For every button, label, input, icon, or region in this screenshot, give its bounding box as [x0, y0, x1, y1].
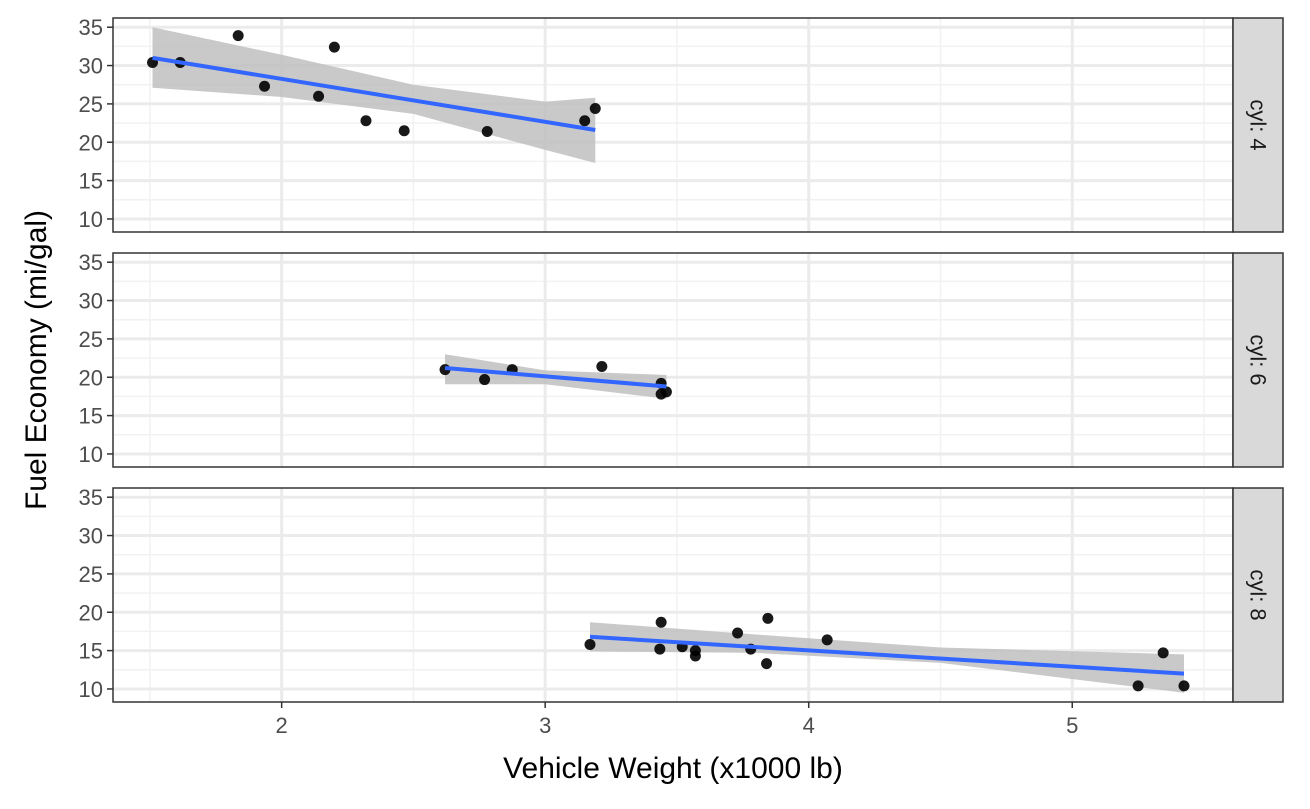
facet-panel-2: 10 15 20 25 30 35 cyl: 6: [79, 250, 1284, 468]
data-point: [596, 361, 608, 373]
facet-panel-3: 10 15 20 25 30 35 cyl: 8: [79, 485, 1284, 703]
facet-panel-1: 10 15 20 25 30 35 cyl: 4: [79, 15, 1284, 233]
y-tick-label: 25: [79, 562, 103, 587]
y-tick-label: 30: [79, 524, 103, 549]
y-tick-label: 10: [79, 442, 103, 467]
y-axis-title: Fuel Economy (mi/gal): [20, 209, 53, 511]
data-point: [259, 80, 271, 92]
data-point: [398, 125, 410, 137]
fit-line: [444, 366, 667, 389]
confidence-band: [590, 622, 1184, 693]
y-tick-label: 20: [79, 365, 103, 390]
y-tick-label: 30: [79, 54, 103, 79]
facet-strip: [1232, 252, 1284, 468]
x-tick-label: 2: [276, 713, 288, 738]
data-point: [660, 386, 672, 398]
y-tick-label: 15: [79, 639, 103, 664]
y-tick-label: 10: [79, 677, 103, 702]
y-tick-label: 10: [79, 207, 103, 232]
y-tick-label: 25: [79, 92, 103, 117]
data-point: [1157, 647, 1169, 659]
y-tick-label: 35: [79, 485, 103, 510]
x-tick-label: 3: [539, 713, 551, 738]
panel-background: [113, 18, 1233, 232]
y-tick-label: 35: [79, 250, 103, 275]
data-point: [584, 638, 596, 650]
x-axis-title: Vehicle Weight (x1000 lb): [503, 752, 843, 785]
data-point: [328, 41, 340, 53]
data-point: [232, 30, 244, 42]
fit-line: [589, 634, 1185, 676]
data-point: [761, 658, 773, 670]
facet-strip: [1232, 17, 1284, 233]
data-point: [481, 126, 493, 138]
x-tick-label: 5: [1066, 713, 1078, 738]
data-point: [655, 616, 667, 628]
data-point: [1132, 680, 1144, 692]
data-point: [579, 115, 591, 127]
facet-strip-label: cyl: 4: [1246, 99, 1271, 150]
data-point: [689, 650, 701, 662]
data-point: [360, 115, 372, 127]
data-point: [732, 627, 744, 639]
data-point: [479, 374, 491, 386]
y-tick-label: 15: [79, 169, 103, 194]
y-tick-label: 15: [79, 404, 103, 429]
data-point: [1178, 680, 1190, 692]
x-tick-label: 4: [803, 713, 815, 738]
data-point: [654, 643, 666, 655]
data-point: [821, 634, 833, 646]
facet-strip-label: cyl: 8: [1246, 569, 1271, 620]
y-tick-label: 25: [79, 327, 103, 352]
data-point: [762, 612, 774, 624]
y-tick-label: 35: [79, 15, 103, 40]
fit-line: [152, 55, 596, 132]
y-tick-label: 30: [79, 289, 103, 314]
facet-strip-label: cyl: 6: [1246, 334, 1271, 385]
y-tick-label: 20: [79, 130, 103, 155]
data-point: [313, 90, 325, 102]
y-tick-label: 20: [79, 600, 103, 625]
facet-strip: [1232, 487, 1284, 703]
panel-background: [113, 253, 1233, 467]
data-point: [589, 103, 601, 115]
